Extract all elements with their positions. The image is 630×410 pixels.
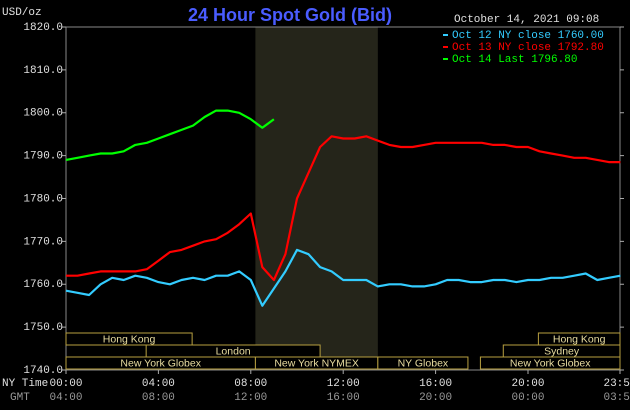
x2-tick-label: 12:00 (234, 392, 267, 404)
legend-label: Oct 14 Last 1796.80 (452, 54, 577, 66)
session-box (377, 356, 469, 370)
session-box (479, 356, 621, 370)
legend-swatch (443, 46, 448, 48)
legend-label: Oct 13 NY close 1792.80 (452, 42, 604, 54)
y-tick-label: 1740.0 (23, 365, 63, 377)
session-box (65, 332, 193, 346)
session-label: New York Globex (120, 357, 201, 369)
legend-swatch (443, 58, 448, 60)
session-label: Hong Kong (553, 333, 606, 345)
x2-tick-label: 16:00 (327, 392, 360, 404)
x-tick-label: 12:00 (327, 378, 360, 390)
y-tick-label: 1820.0 (23, 22, 63, 34)
timestamp: October 14, 2021 09:08 (454, 14, 599, 26)
series-line (65, 248, 621, 307)
session-label: London (216, 345, 251, 357)
x2-tick-label: 04:00 (49, 392, 82, 404)
y-tick-label: 1760.0 (23, 279, 63, 291)
y-tick-label: 1800.0 (23, 108, 63, 120)
x2-tick-label: 03:59 (603, 392, 630, 404)
chart-title: 24 Hour Spot Gold (Bid) (188, 5, 392, 25)
series-line (66, 135, 621, 282)
series-line (65, 109, 275, 161)
x2-tick-label: 00:00 (511, 392, 544, 404)
session-shade (255, 27, 378, 370)
y-tick-label: 1780.0 (23, 193, 63, 205)
y-tick-label: 1770.0 (23, 236, 63, 248)
x2-tick-label: 08:00 (142, 392, 175, 404)
y-tick-label: 1750.0 (23, 322, 63, 334)
legend-label: Oct 12 NY close 1760.00 (452, 30, 604, 42)
x-tick-label: 00:00 (49, 378, 82, 390)
x-tick-label: 08:00 (234, 378, 267, 390)
y-tick-label: 1790.0 (23, 151, 63, 163)
x-axis-label: NY Time (2, 378, 48, 390)
session-label: New York Globex (510, 357, 591, 369)
unit-label: USD/oz (2, 7, 42, 19)
session-label: Sydney (544, 345, 580, 357)
x2-tick-label: 20:00 (419, 392, 452, 404)
x-tick-label: 16:00 (419, 378, 452, 390)
x-tick-label: 23:59 (603, 378, 630, 390)
x-tick-label: 04:00 (142, 378, 175, 390)
session-label: Hong Kong (103, 333, 156, 345)
x2-axis-label: GMT (10, 392, 30, 404)
legend-swatch (443, 34, 448, 36)
y-tick-label: 1810.0 (23, 65, 63, 77)
session-label: New York NYMEX (274, 357, 359, 369)
session-label: NY Globex (398, 357, 449, 369)
x-tick-label: 20:00 (511, 378, 544, 390)
